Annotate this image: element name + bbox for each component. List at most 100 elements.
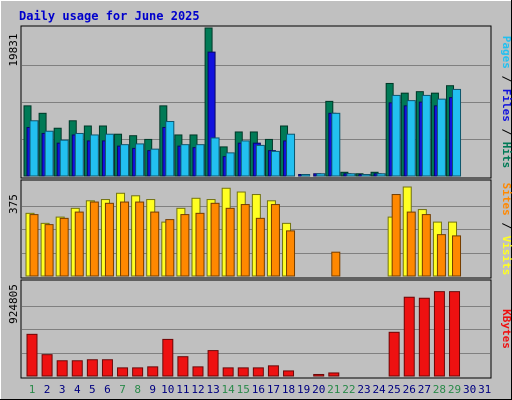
bar-sites-day-3 [59,217,69,277]
day-label-8: 8 [134,383,141,396]
bar-pages-day-26 [406,100,416,177]
bar-kbytes-day-7 [117,367,129,377]
day-label-4: 4 [74,383,81,396]
bar-sites-day-21 [331,251,341,277]
bar-kbytes-day-28 [433,291,445,377]
bar-pages-day-3 [59,139,69,177]
day-label-18: 18 [282,383,295,396]
bar-sites-day-28 [436,234,446,277]
bar-kbytes-day-27 [418,297,430,377]
bar-sites-day-25 [391,194,401,277]
day-label-31: 31 [478,383,491,396]
bar-kbytes-day-8 [132,367,144,377]
bar-sites-day-5 [89,201,99,277]
chart-title: Daily usage for June 2025 [19,9,200,23]
day-label-20: 20 [312,383,325,396]
panel-frame [20,179,492,279]
bar-kbytes-day-18 [283,370,295,377]
bar-kbytes-day-14 [222,367,234,377]
bar-kbytes-day-13 [207,350,219,377]
bar-pages-day-16 [255,144,265,177]
bar-pages-day-29 [452,88,462,177]
bar-sites-day-12 [195,212,205,277]
bar-sites-day-26 [406,211,416,277]
bar-sites-day-17 [270,204,280,277]
legend-kbytes: KBytes [500,309,512,349]
bar-kbytes-day-21 [328,372,340,377]
bar-pages-day-28 [436,98,446,177]
legend-sites: Sites [500,183,512,216]
bar-pages-day-6 [104,133,114,177]
chart-panels: 19831 Pages / Files / Hits 375 Sites / Visi… [7,25,512,379]
bar-pages-day-2 [44,130,54,177]
panel-max-label: 924805 [7,284,20,324]
bar-kbytes-day-10 [162,338,174,377]
legend-hits: Hits [500,142,512,169]
day-label-14: 14 [222,383,236,396]
bar-pages-day-24 [376,173,386,177]
legend-visits: Visits [500,236,512,276]
bar-kbytes-day-3 [56,360,68,377]
day-label-13: 13 [206,383,219,396]
bar-kbytes-day-16 [252,367,264,377]
bar-pages-day-11 [180,144,190,177]
day-labels: 1 2 3 4 5 6 7 8 9 10 11 12 13 14 15 16 17 18 19 20 21 22 23 24 2… [29,383,492,396]
bar-pages-day-21 [331,112,341,177]
panel-visits_sites: 375 Sites / Visits [7,179,512,279]
day-label-21: 21 [327,383,340,396]
bar-kbytes-day-9 [147,366,159,377]
panel-legend: KBytes [500,309,512,349]
bar-sites-day-4 [74,211,84,277]
bar-kbytes-day-25 [388,331,400,377]
day-label-16: 16 [252,383,265,396]
day-label-7: 7 [119,383,126,396]
bar-sites-day-27 [421,214,431,277]
bar-sites-day-7 [120,201,130,277]
bar-sites-day-15 [240,204,250,277]
bar-pages-day-7 [120,144,130,177]
bar-sites-day-8 [135,201,145,277]
day-label-29: 29 [448,383,461,396]
bar-kbytes-day-26 [403,296,415,377]
panel-frame [20,25,492,179]
day-label-24: 24 [372,383,386,396]
day-label-1: 1 [29,383,36,396]
day-label-25: 25 [388,383,401,396]
bar-kbytes-day-12 [192,366,204,377]
bar-sites-day-16 [255,217,265,277]
day-label-23: 23 [357,383,370,396]
legend-files: Files [500,89,512,122]
bar-pages-day-27 [421,94,431,177]
bar-kbytes-day-4 [71,360,83,377]
day-label-3: 3 [59,383,66,396]
bar-pages-day-5 [89,134,99,177]
bar-sites-day-29 [452,235,462,277]
panel-frame [20,279,492,379]
bar-sites-day-13 [210,202,220,277]
panel-legend: Pages / Files / Hits [500,36,512,169]
bar-pages-day-12 [195,144,205,177]
bar-pages-day-10 [165,121,175,177]
bar-sites-day-10 [165,219,175,277]
legend-separator: / [500,69,512,89]
bar-kbytes-day-5 [86,359,98,377]
day-label-28: 28 [433,383,446,396]
bar-sites-day-1 [29,214,39,277]
bar-pages-day-9 [150,148,160,177]
bar-kbytes-day-1 [26,333,38,377]
bar-pages-day-4 [74,132,84,177]
bar-pages-day-22 [346,173,356,177]
bar-kbytes-day-20 [313,373,325,377]
day-label-9: 9 [149,383,156,396]
legend-separator: / [500,216,512,236]
bar-kbytes-day-15 [237,367,249,377]
bar-pages-day-23 [361,174,371,177]
day-label-15: 15 [237,383,250,396]
day-label-5: 5 [89,383,96,396]
day-label-30: 30 [463,383,476,396]
bar-sites-day-11 [180,214,190,277]
bar-pages-day-25 [391,94,401,177]
bar-sites-day-14 [225,207,235,277]
day-label-6: 6 [104,383,111,396]
